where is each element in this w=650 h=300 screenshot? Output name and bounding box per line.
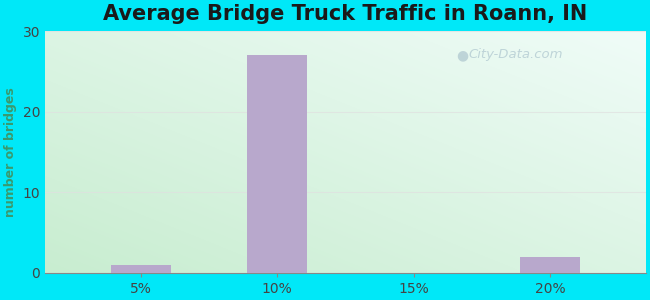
Bar bbox=[247, 56, 307, 273]
Title: Average Bridge Truck Traffic in Roann, IN: Average Bridge Truck Traffic in Roann, I… bbox=[103, 4, 588, 24]
Text: City-Data.com: City-Data.com bbox=[469, 48, 563, 61]
Bar bbox=[520, 257, 580, 273]
Bar bbox=[111, 265, 171, 273]
Text: ●: ● bbox=[457, 48, 469, 62]
Y-axis label: number of bridges: number of bridges bbox=[4, 87, 17, 217]
